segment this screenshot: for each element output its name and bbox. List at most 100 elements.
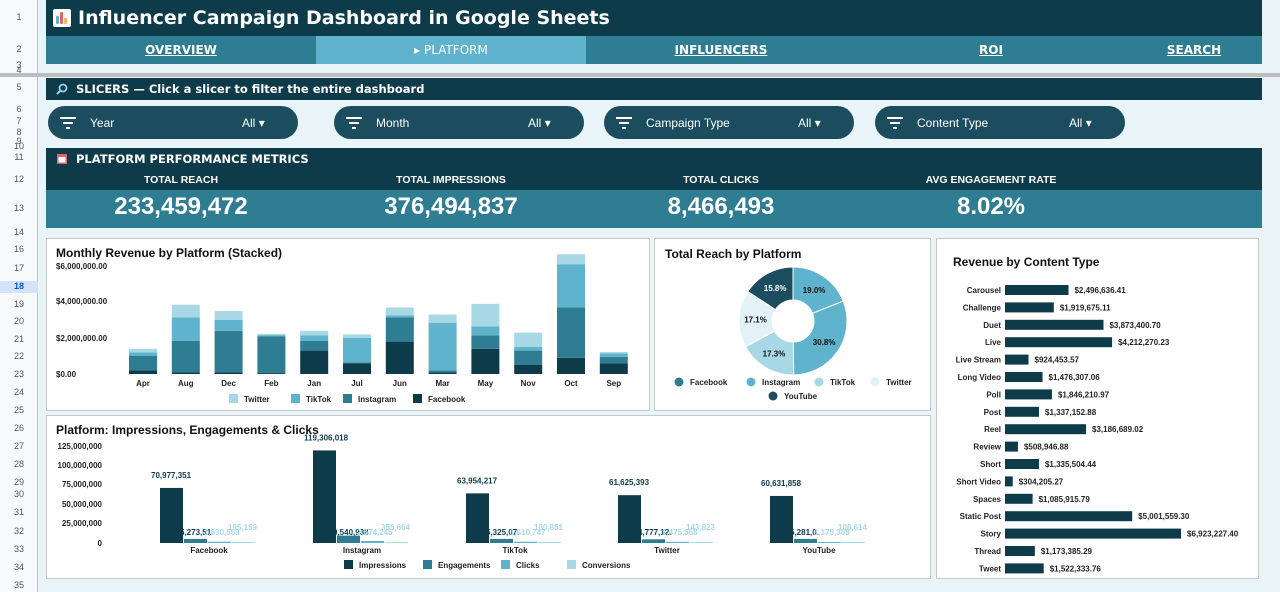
slicer-year[interactable]: Year All ▾	[48, 106, 298, 139]
x-tick-label: Jun	[393, 379, 407, 388]
row-number[interactable]: 3	[16, 60, 22, 70]
slicer-month[interactable]: Month All ▾	[334, 106, 584, 139]
row-number[interactable]: 1	[16, 12, 22, 22]
row-number[interactable]: 22	[13, 351, 24, 361]
stacked-bar-segment	[257, 333, 286, 336]
row-number[interactable]: 30	[13, 489, 24, 499]
row-number[interactable]: 10	[13, 141, 24, 151]
category-label: Thread	[974, 547, 1001, 556]
row-number[interactable]: 24	[13, 387, 24, 397]
slicer-campaign-type[interactable]: Campaign Type All ▾	[604, 106, 854, 139]
grouped-bar	[184, 538, 207, 543]
horizontal-bar	[1005, 372, 1043, 382]
row-number[interactable]: 6	[16, 104, 22, 114]
row-number[interactable]: 5	[16, 82, 22, 92]
data-label: $6,923,227.40	[1187, 530, 1239, 539]
legend-label: Instagram	[358, 395, 396, 404]
reach-pie-chart[interactable]: Total Reach by Platform 19.0% 30.8% 17.3% 1…	[654, 238, 931, 411]
row-number[interactable]: 4	[16, 65, 22, 75]
category-label: Static Post	[960, 512, 1002, 521]
data-label: $1,919,675.11	[1060, 303, 1111, 312]
row-number[interactable]: 12	[13, 174, 24, 184]
row-number[interactable]: 32	[13, 526, 24, 536]
row-number[interactable]: 16	[13, 244, 24, 254]
horizontal-bar	[1005, 354, 1029, 365]
slicer-value[interactable]: All ▾	[1069, 116, 1092, 130]
metric-value-total-impressions: 376,494,837	[384, 193, 518, 220]
stacked-bar-segment	[171, 317, 200, 341]
dropdown-arrow-icon: ▾	[544, 116, 551, 130]
reach-pie-svg: 19.0% 30.8% 17.3% 17.1% 15.8% Facebook Instagr…	[674, 266, 912, 401]
tab-search[interactable]: SEARCH	[1166, 43, 1222, 57]
search-icon	[56, 83, 68, 95]
tab-roi[interactable]: ROI	[979, 43, 1003, 57]
content-type-svg: Carousel $2,496,636.41 Challenge $1,919,675…	[956, 285, 1239, 574]
data-label: $2,496,636.41	[1074, 286, 1126, 295]
slicer-value[interactable]: All ▾	[798, 116, 821, 130]
row-number[interactable]: 2	[16, 44, 22, 54]
monthly-revenue-chart[interactable]: Monthly Revenue by Platform (Stacked) $6…	[46, 238, 650, 411]
y-tick-label: $0.00	[56, 370, 77, 379]
row-number[interactable]: 34	[13, 562, 24, 572]
row-number[interactable]: 19	[13, 299, 24, 309]
row-number[interactable]: 28	[13, 459, 24, 469]
slicer-content-type[interactable]: Content Type All ▾	[875, 106, 1125, 139]
category-label: Short Video	[956, 477, 1001, 486]
horizontal-bar	[1005, 337, 1113, 348]
horizontal-bar	[1005, 441, 1018, 452]
row-number[interactable]: 17	[13, 263, 24, 273]
slicer-label: Month	[376, 116, 410, 130]
stacked-bar-segment	[300, 340, 329, 351]
grouped-bar	[690, 542, 713, 543]
row-number-gutter[interactable]: 1 2 3 4 5 6 7 8 9 10 11 12 13 14 16 17 18 19 20 21 22 23 24 25 2…	[0, 0, 38, 592]
stacked-bar-segment	[428, 322, 457, 371]
row-number[interactable]: 31	[13, 507, 24, 517]
tab-influencers[interactable]: INFLUENCERS	[674, 43, 768, 57]
frozen-rows-divider[interactable]	[0, 73, 1280, 77]
data-label: $3,186,689.02	[1092, 425, 1144, 434]
stacked-bar-segment	[514, 347, 543, 351]
row-number[interactable]: 9	[16, 136, 22, 146]
row-number[interactable]: 35	[13, 580, 24, 590]
row-number[interactable]: 33	[13, 544, 24, 554]
data-label: $508,946.88	[1024, 443, 1069, 452]
legend-swatch	[870, 377, 880, 387]
row-number[interactable]: 26	[13, 423, 24, 433]
row-number[interactable]: 18	[0, 281, 38, 293]
row-number[interactable]: 8	[16, 127, 22, 137]
row-number[interactable]: 11	[14, 152, 24, 162]
grouped-bar	[208, 541, 231, 543]
data-label: 1,175,388	[814, 528, 850, 537]
chart-title: Monthly Revenue by Platform (Stacked)	[56, 246, 283, 260]
legend-swatch	[343, 394, 352, 403]
horizontal-bar	[1005, 459, 1039, 469]
x-tick-label: Aug	[178, 379, 194, 388]
row-number[interactable]: 27	[13, 441, 24, 451]
platform-metrics-chart[interactable]: Platform: Impressions, Engagements & Cli…	[46, 415, 931, 579]
legend-label: Clicks	[516, 561, 540, 570]
tab-overview[interactable]: OVERVIEW	[145, 43, 217, 57]
row-number[interactable]: 7	[16, 116, 22, 126]
platform-metrics-svg: 125,000,000 100,000,000 75,000,000 50,000,0…	[58, 433, 868, 570]
slicer-value[interactable]: All ▾	[242, 116, 265, 130]
data-label: $304,205.27	[1019, 477, 1064, 486]
stacked-bar-segment	[599, 353, 628, 357]
stacked-bar-segment	[385, 317, 414, 342]
content-type-revenue-chart[interactable]: Revenue by Content Type Carousel $2,496,6…	[936, 238, 1259, 579]
slicer-value[interactable]: All ▾	[528, 116, 551, 130]
grouped-bar	[313, 450, 336, 543]
horizontal-bar	[1005, 285, 1069, 295]
legend-swatch	[423, 560, 432, 569]
row-number[interactable]: 23	[13, 369, 24, 379]
filter-icon	[887, 117, 903, 129]
tab-platform[interactable]: ▸ PLATFORM	[316, 36, 586, 64]
row-number[interactable]: 21	[13, 334, 24, 344]
row-number[interactable]: 13	[13, 203, 24, 213]
x-tick-label: Instagram	[343, 546, 381, 555]
x-tick-label: Feb	[264, 379, 278, 388]
stacked-bar-segment	[428, 370, 457, 373]
row-number[interactable]: 25	[13, 405, 24, 415]
row-number[interactable]: 14	[13, 227, 24, 237]
row-number[interactable]: 29	[13, 477, 24, 487]
row-number[interactable]: 20	[13, 316, 24, 326]
